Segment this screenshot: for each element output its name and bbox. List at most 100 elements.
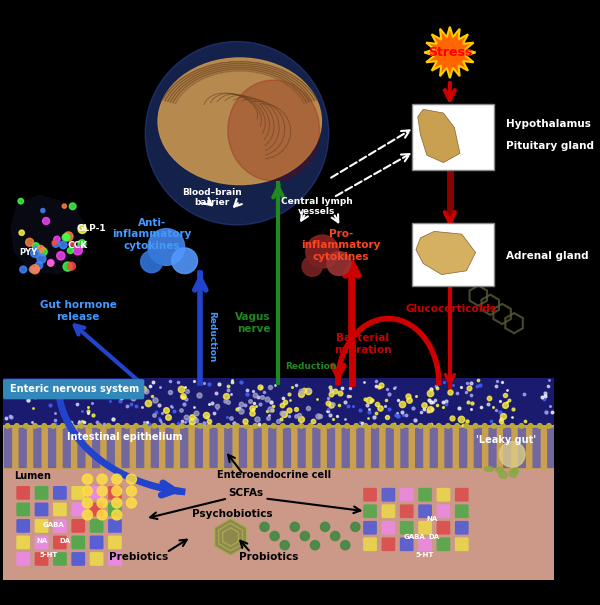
Text: PYY: PYY [20, 248, 38, 257]
FancyBboxPatch shape [459, 428, 467, 468]
Point [104, 376, 113, 386]
Point [72, 399, 82, 409]
Circle shape [145, 42, 329, 225]
Point [92, 417, 102, 427]
FancyBboxPatch shape [253, 428, 262, 468]
Circle shape [418, 424, 423, 428]
FancyBboxPatch shape [418, 488, 432, 502]
Point [347, 380, 357, 390]
Circle shape [19, 230, 25, 235]
Point [178, 416, 187, 426]
Circle shape [18, 198, 23, 204]
Circle shape [310, 541, 320, 550]
Point [74, 418, 83, 428]
Point [364, 413, 373, 422]
Point [483, 399, 493, 409]
Point [316, 411, 325, 421]
Point [374, 382, 383, 391]
FancyBboxPatch shape [430, 428, 438, 468]
Point [157, 408, 166, 418]
Text: Hypothalamus: Hypothalamus [506, 119, 591, 129]
Text: Anti-
inflammatory
cytokines: Anti- inflammatory cytokines [112, 218, 191, 250]
Point [59, 420, 68, 430]
Text: GABA: GABA [43, 522, 64, 528]
Point [390, 382, 400, 391]
Point [383, 385, 392, 394]
FancyBboxPatch shape [224, 428, 232, 468]
Point [340, 397, 349, 407]
Circle shape [62, 234, 69, 241]
Text: GABA: GABA [403, 534, 425, 540]
Circle shape [345, 424, 349, 428]
Circle shape [260, 522, 269, 531]
Point [308, 416, 317, 426]
Circle shape [47, 260, 53, 266]
Point [250, 390, 259, 400]
Circle shape [71, 242, 74, 246]
Point [430, 395, 439, 405]
FancyBboxPatch shape [382, 505, 395, 518]
Point [313, 411, 323, 420]
Polygon shape [10, 195, 88, 275]
Point [166, 387, 175, 397]
Point [229, 419, 239, 428]
Point [191, 416, 201, 425]
Point [424, 395, 434, 405]
Point [245, 396, 254, 405]
Circle shape [446, 424, 451, 428]
Point [403, 391, 413, 401]
Point [77, 376, 87, 385]
Point [371, 381, 381, 390]
Point [295, 410, 304, 420]
Point [284, 405, 294, 414]
Point [284, 411, 294, 421]
FancyBboxPatch shape [180, 428, 188, 468]
Circle shape [198, 424, 203, 428]
FancyBboxPatch shape [437, 505, 451, 518]
Text: SCFAs: SCFAs [229, 488, 264, 498]
Point [166, 376, 175, 386]
FancyBboxPatch shape [341, 428, 350, 468]
Point [236, 399, 246, 408]
FancyBboxPatch shape [48, 428, 56, 468]
Circle shape [235, 424, 239, 428]
Point [441, 396, 451, 406]
FancyBboxPatch shape [412, 223, 494, 286]
Point [292, 404, 301, 414]
Circle shape [26, 238, 34, 246]
Circle shape [299, 424, 304, 428]
Circle shape [97, 486, 107, 496]
Text: Lumen: Lumen [14, 471, 51, 482]
Circle shape [270, 531, 279, 541]
Point [189, 376, 199, 386]
Point [126, 399, 136, 409]
FancyBboxPatch shape [455, 488, 469, 502]
Point [274, 416, 283, 425]
Point [209, 408, 219, 417]
Point [145, 382, 155, 391]
Point [87, 397, 97, 407]
FancyBboxPatch shape [3, 378, 554, 426]
Point [214, 379, 224, 388]
Point [356, 405, 365, 415]
Point [45, 400, 55, 410]
Point [193, 419, 203, 428]
Circle shape [244, 424, 248, 428]
Point [445, 387, 455, 396]
Point [540, 388, 550, 398]
Point [346, 383, 355, 393]
Point [397, 399, 407, 409]
Text: Gut hormone
release: Gut hormone release [40, 301, 116, 322]
FancyBboxPatch shape [16, 519, 30, 533]
FancyBboxPatch shape [327, 428, 335, 468]
Point [167, 402, 177, 412]
Point [475, 381, 485, 390]
Circle shape [547, 424, 551, 428]
Point [472, 381, 482, 391]
Text: Reduction: Reduction [284, 362, 336, 371]
Point [249, 399, 259, 408]
Point [233, 405, 242, 414]
FancyBboxPatch shape [35, 503, 49, 516]
Point [201, 410, 211, 419]
Point [222, 412, 232, 422]
